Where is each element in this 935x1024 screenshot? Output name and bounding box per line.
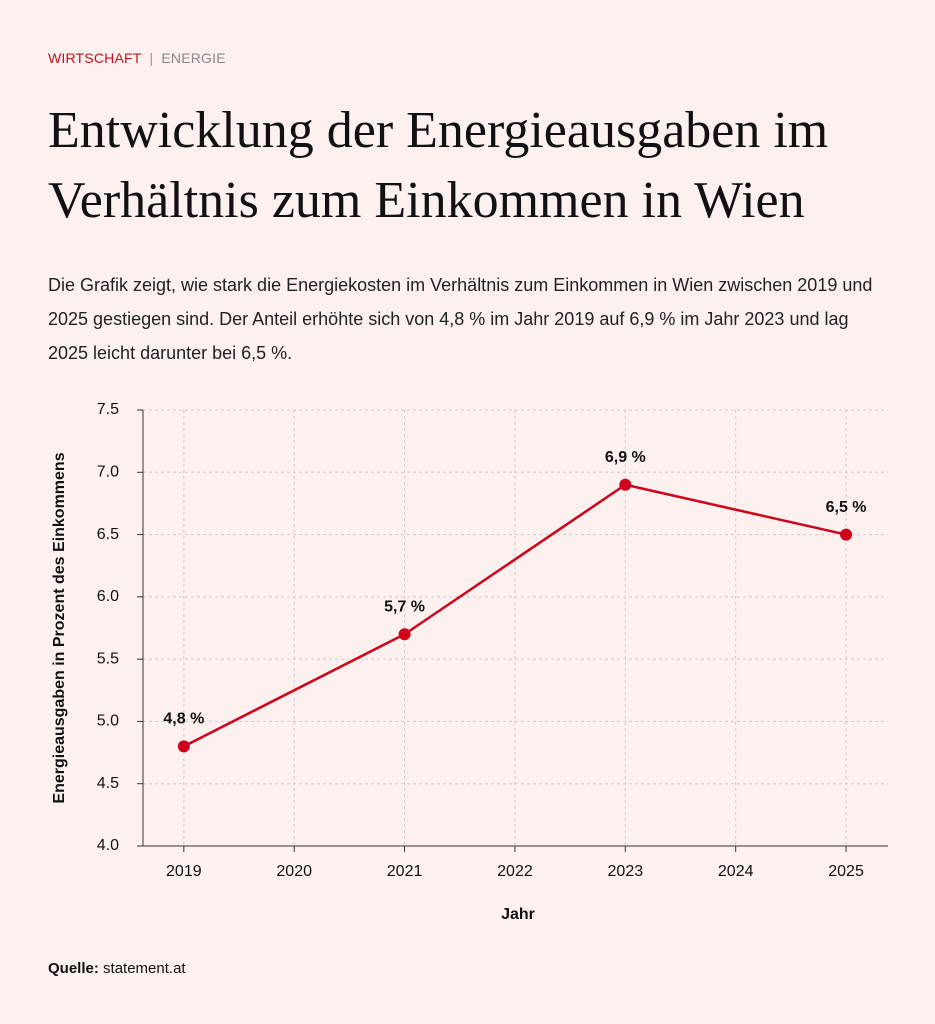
source-label: Quelle: xyxy=(48,960,99,977)
source-text: statement.at xyxy=(103,960,186,977)
x-tick-label: 2020 xyxy=(276,863,312,880)
line xyxy=(183,483,847,748)
y-tick-label: 5.0 xyxy=(97,713,119,730)
y-tick-label: 4.0 xyxy=(97,837,119,854)
source: Quelle: statement.at xyxy=(48,960,186,977)
y-tick-label: 4.5 xyxy=(97,775,119,792)
value-label: 4,8 % xyxy=(163,711,204,728)
separator: | xyxy=(149,50,154,66)
title: Entwicklung der Energieausgaben im Verhä… xyxy=(48,102,829,229)
value-label: 6,5 % xyxy=(826,499,867,516)
x-tick-label: 2023 xyxy=(608,863,644,880)
x-tick-label: 2021 xyxy=(387,863,423,880)
y-tick-label: 7.0 xyxy=(97,464,119,481)
point xyxy=(840,528,853,541)
y-tick-label: 6.0 xyxy=(97,588,119,605)
point xyxy=(177,740,190,753)
x-tick-label: 2025 xyxy=(828,863,864,880)
y-axis-label: Energieausgaben in Prozent des Einkommen… xyxy=(51,452,68,803)
y-tick-label: 5.5 xyxy=(97,650,119,667)
y-tick-label: 7.5 xyxy=(97,401,119,418)
value-label: 6,9 % xyxy=(605,449,646,466)
point xyxy=(619,478,632,491)
value-label: 5,7 % xyxy=(384,598,425,615)
header: WIRTSCHAFT | ENERGIE xyxy=(48,50,226,66)
x-axis-label: Jahr xyxy=(501,906,535,923)
point xyxy=(398,628,411,641)
description: Die Grafik zeigt, wie stark die Energiek… xyxy=(48,275,873,363)
x-tick-label: 2019 xyxy=(166,863,202,880)
section[interactable]: WIRTSCHAFT xyxy=(48,50,142,66)
x-tick-label: 2022 xyxy=(497,863,533,880)
y-tick-label: 6.5 xyxy=(97,526,119,543)
x-tick-label: 2024 xyxy=(718,863,754,880)
topic[interactable]: ENERGIE xyxy=(161,50,226,66)
